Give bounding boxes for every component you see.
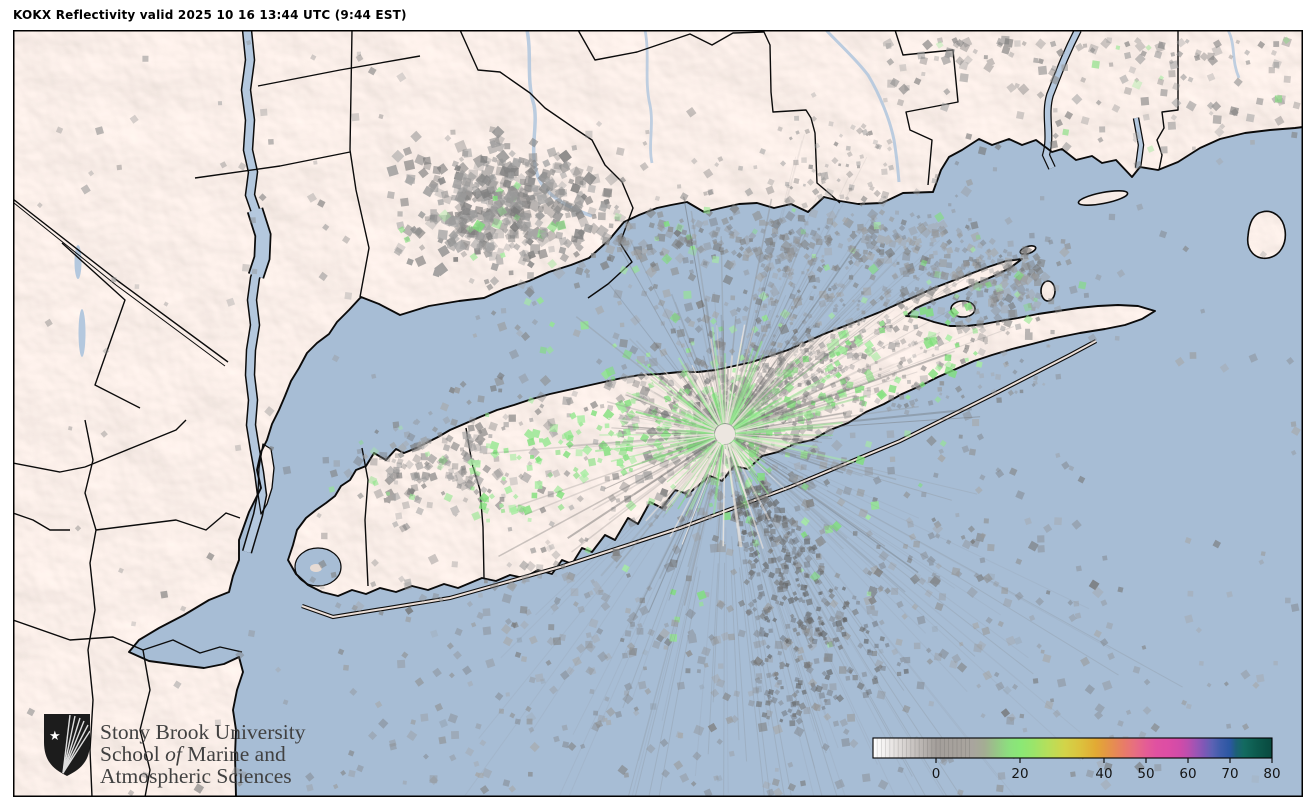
colorbar-tick-label: 0 bbox=[932, 766, 941, 782]
radar-map-canvas: 0 20 40 50 60 70 80 ★ bbox=[13, 30, 1303, 797]
reflectivity-colorbar: 0 20 40 50 60 70 80 bbox=[872, 737, 1281, 782]
colorbar-tick-label: 40 bbox=[1095, 766, 1112, 782]
radar-site-marker bbox=[715, 424, 735, 444]
sbu-logo-line3: Atmospheric Sciences bbox=[100, 764, 292, 788]
colorbar-border bbox=[872, 737, 1273, 759]
colorbar-gradient bbox=[873, 738, 1272, 758]
colorbar-tick-label: 60 bbox=[1179, 766, 1196, 782]
sbu-logo-line2-of: of bbox=[165, 742, 182, 766]
rivers-lakes bbox=[74, 30, 1241, 554]
sbu-logo-line1: Stony Brook University bbox=[100, 720, 306, 744]
jamaica-bay-islet bbox=[310, 564, 322, 572]
colorbar-tick-label: 70 bbox=[1221, 766, 1238, 782]
ground-clutter-echoes bbox=[26, 35, 1301, 797]
sbu-logo-line2-pre: School bbox=[100, 742, 166, 766]
state-county-boundaries bbox=[13, 30, 1179, 797]
shield-star-icon: ★ bbox=[49, 729, 61, 744]
sbu-logo-line2: School of Marine and bbox=[100, 743, 286, 765]
connecticut-river bbox=[1043, 30, 1081, 170]
colorbar-tick-label: 80 bbox=[1263, 766, 1280, 782]
map-title: KOKX Reflectivity valid 2025 10 16 13:44… bbox=[13, 8, 407, 22]
colorbar-tick-label: 50 bbox=[1137, 766, 1154, 782]
colorbar-tick-label: 20 bbox=[1011, 766, 1028, 782]
colorbar-ticks: 0 20 40 50 60 70 80 bbox=[932, 758, 1281, 782]
colorbar-step-bands bbox=[876, 738, 970, 758]
sbu-logo-line2-post: Marine and bbox=[181, 742, 286, 766]
map-frame-border bbox=[13, 30, 1303, 797]
radar-map: 0 20 40 50 60 70 80 ★ bbox=[13, 30, 1303, 797]
sbu-shield-icon: ★ bbox=[44, 714, 90, 776]
